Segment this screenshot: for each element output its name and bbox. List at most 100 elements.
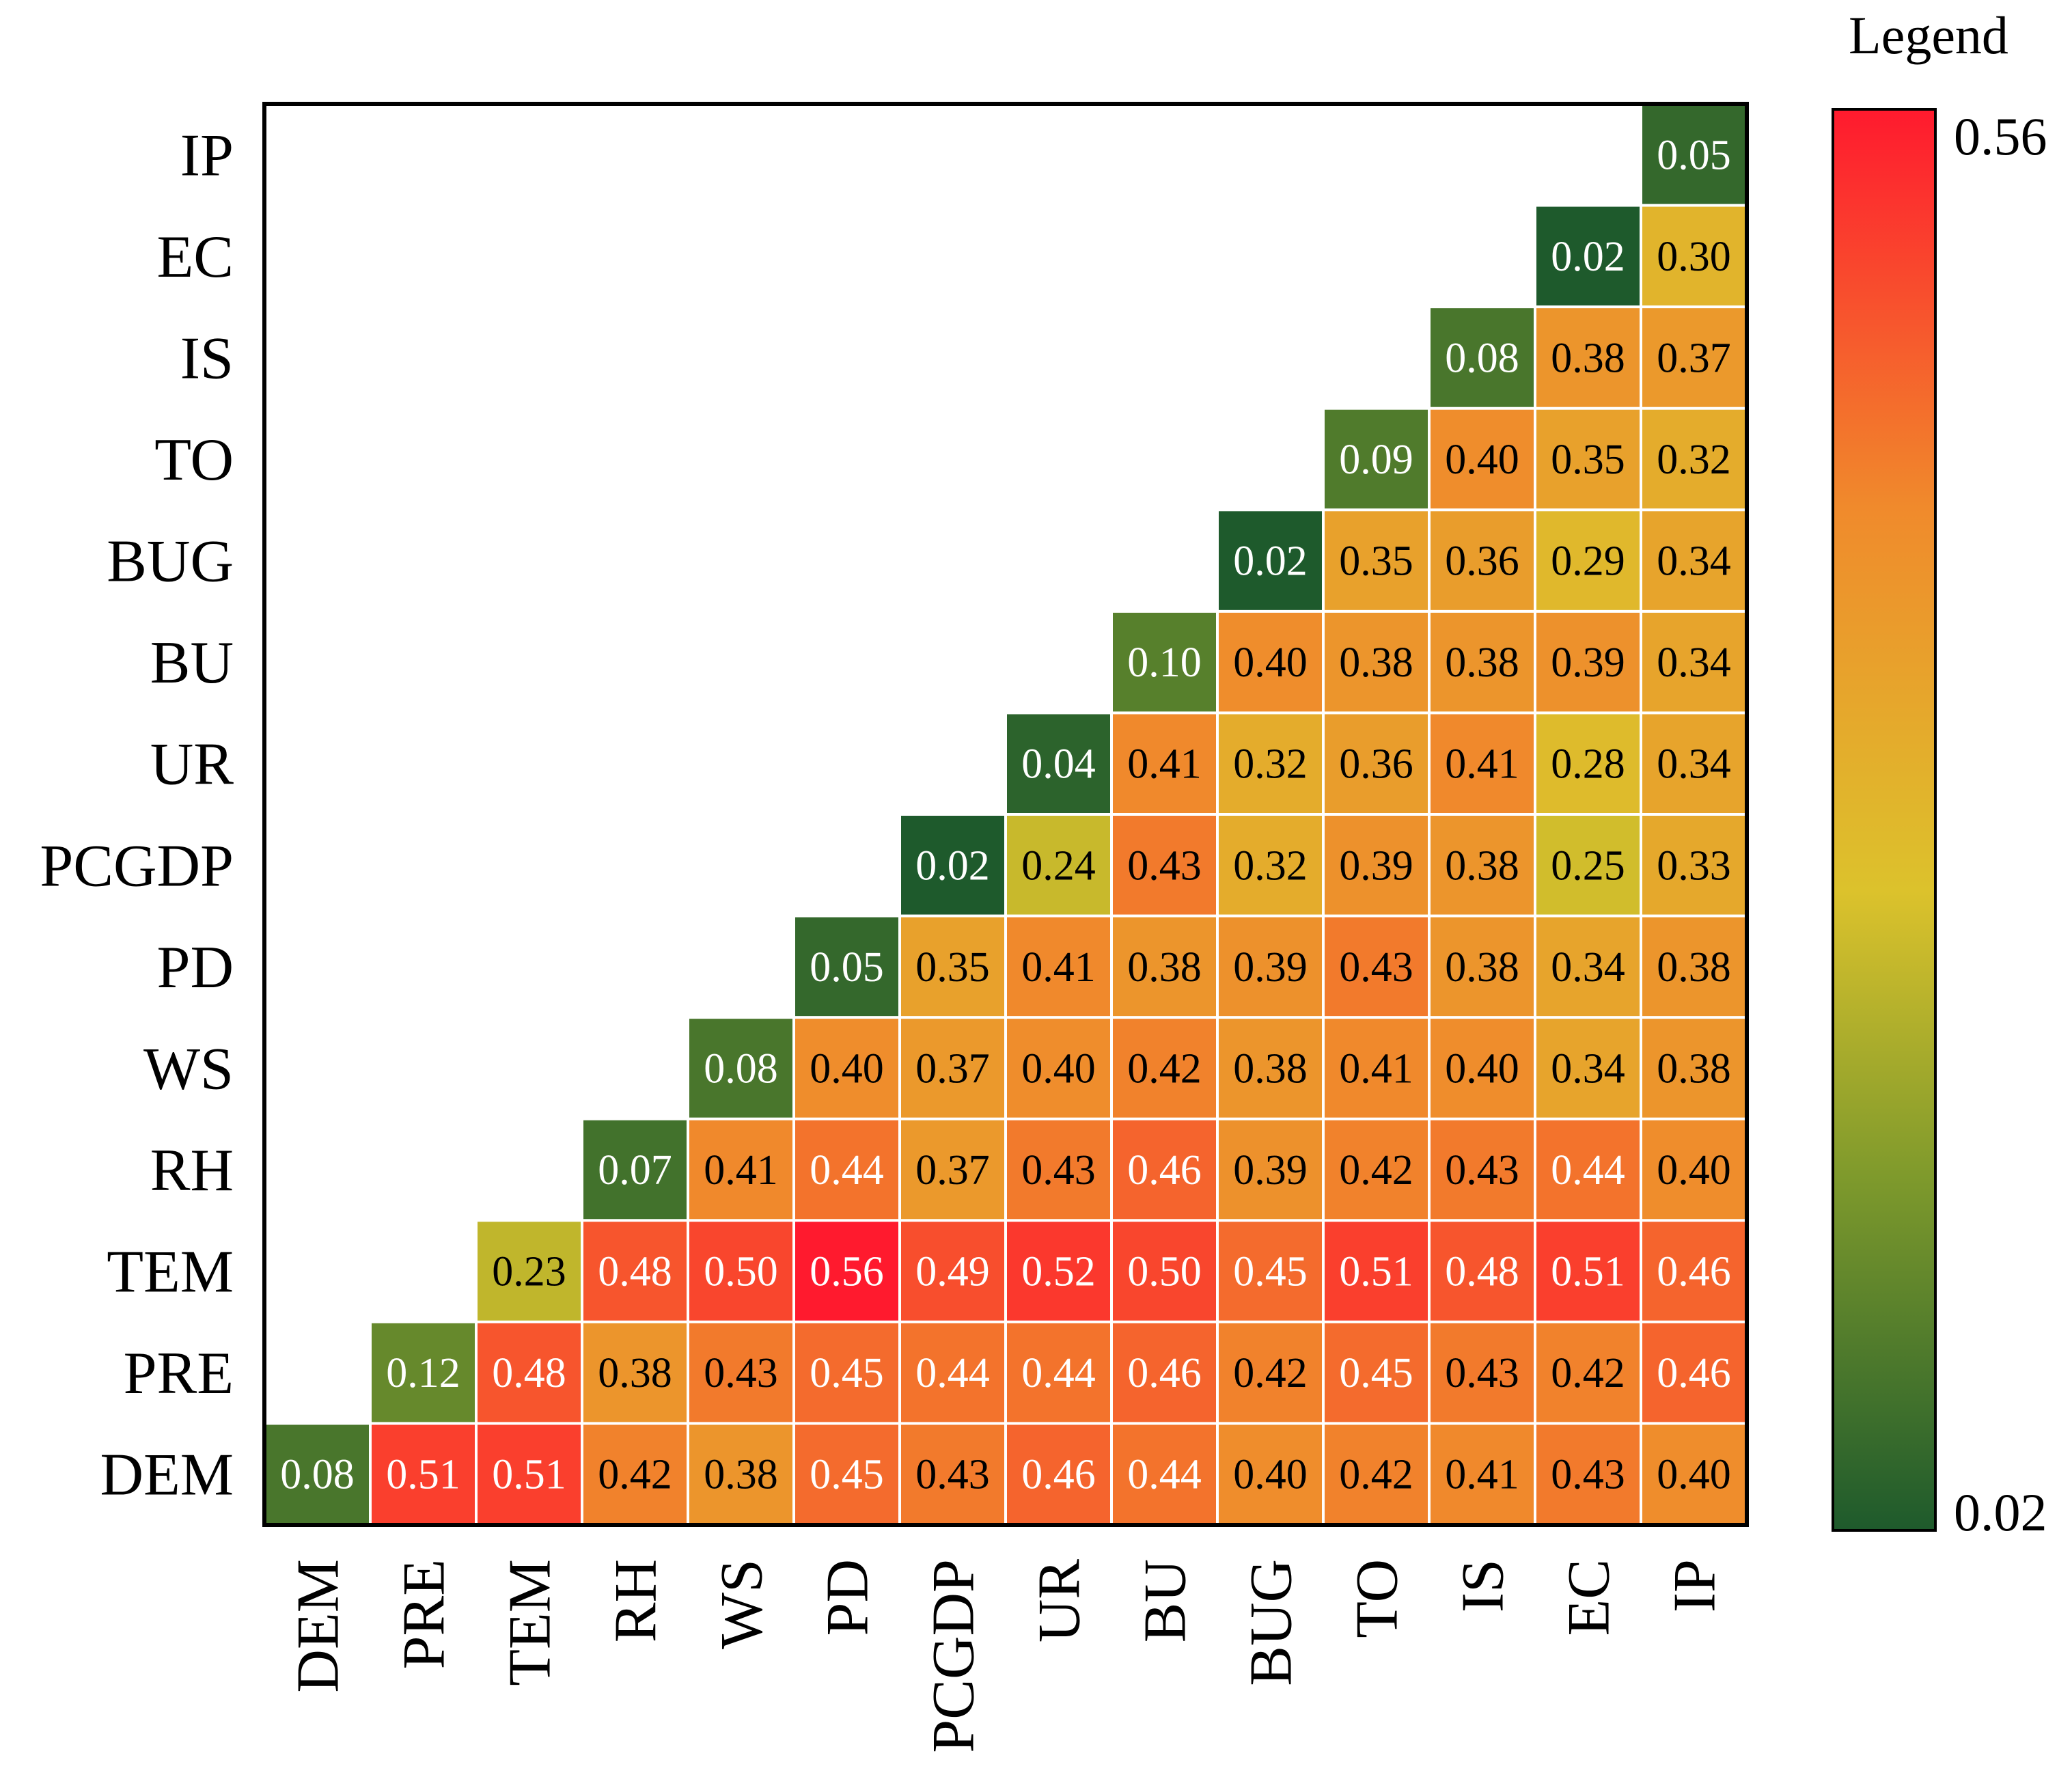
heatmap-cell <box>1431 1120 1534 1220</box>
heatmap-cell <box>372 1424 475 1524</box>
heatmap-cell-label: 0.35 <box>1551 437 1625 483</box>
heatmap-cell <box>583 1323 687 1422</box>
heatmap-cell-label: 0.38 <box>1339 639 1413 686</box>
heatmap-cell-label: 0.45 <box>810 1452 884 1498</box>
heatmap-cell-label: 0.38 <box>1657 944 1731 991</box>
heatmap-cell <box>1007 714 1110 813</box>
x-tick-label: TEM <box>497 1559 564 1686</box>
heatmap-cell-label: 0.38 <box>704 1452 778 1498</box>
y-tick-label: IS <box>180 325 234 391</box>
heatmap-cell <box>1325 511 1428 610</box>
heatmap-cell <box>1536 511 1640 610</box>
heatmap-cell <box>1431 612 1534 712</box>
heatmap-cell-label: 0.44 <box>1021 1350 1096 1396</box>
heatmap-cell-label: 0.41 <box>704 1147 778 1194</box>
heatmap-cell-label: 0.41 <box>1021 944 1096 991</box>
heatmap-cell <box>1536 1424 1640 1524</box>
heatmap-cell <box>1431 511 1534 610</box>
heatmap-cell-label: 0.42 <box>1233 1350 1308 1396</box>
y-tick-label: BU <box>150 630 234 696</box>
heatmap-cell-label: 0.46 <box>1127 1350 1202 1396</box>
heatmap-cell <box>1007 816 1110 915</box>
y-tick-label: PRE <box>124 1340 234 1407</box>
heatmap-cell <box>1431 409 1534 509</box>
x-tick-label: EC <box>1556 1559 1622 1636</box>
heatmap-cell-label: 0.42 <box>598 1452 672 1498</box>
heatmap-cell-label: 0.42 <box>1127 1045 1202 1092</box>
heatmap-cell <box>1007 1424 1110 1524</box>
y-tick-label: PCGDP <box>40 833 234 899</box>
heatmap-cell <box>1642 714 1745 813</box>
heatmap-cell-label: 0.41 <box>1339 1045 1413 1092</box>
heatmap-cell <box>689 1424 792 1524</box>
heatmap-cell-label: 0.43 <box>1339 944 1413 991</box>
heatmap-cell-label: 0.42 <box>1339 1452 1413 1498</box>
heatmap-cell-label: 0.35 <box>1339 538 1413 585</box>
heatmap-cell-label: 0.41 <box>1127 741 1202 788</box>
color-legend: Legend 0.56 0.02 <box>1832 5 2047 1542</box>
heatmap-cell-label: 0.32 <box>1233 842 1308 889</box>
heatmap-cell-label: 0.48 <box>1445 1249 1519 1295</box>
heatmap-cell-label: 0.50 <box>704 1249 778 1295</box>
heatmap-cell <box>1325 1019 1428 1118</box>
y-tick-label: RH <box>150 1138 234 1204</box>
heatmap-cell-label: 0.29 <box>1551 538 1625 585</box>
heatmap-cell-label: 0.34 <box>1657 741 1731 788</box>
heatmap-cell-label: 0.56 <box>810 1249 884 1295</box>
heatmap-cell-label: 0.40 <box>1021 1045 1096 1092</box>
heatmap-cell-label: 0.38 <box>598 1350 672 1396</box>
y-axis-tick-labels: DEM PRE TEM RH WS PD PCGDP UR BU BUG TO IS EC IP <box>40 122 234 1508</box>
heatmap-cell-label: 0.42 <box>1551 1350 1625 1396</box>
heatmap-cell <box>1113 816 1216 915</box>
heatmap-cell-label: 0.05 <box>1657 132 1731 178</box>
heatmap-cell <box>901 1323 1004 1422</box>
heatmap-cell-label: 0.46 <box>1657 1249 1731 1295</box>
heatmap-cell <box>901 816 1004 915</box>
heatmap-cell <box>1325 714 1428 813</box>
heatmap-cell <box>1219 714 1322 813</box>
heatmap-cell <box>689 1222 792 1321</box>
heatmap-cell-label: 0.32 <box>1657 437 1731 483</box>
heatmap-cell-label: 0.43 <box>1445 1350 1519 1396</box>
heatmap-cell-label: 0.12 <box>386 1350 460 1396</box>
heatmap-cell <box>795 1323 898 1422</box>
heatmap-cell <box>689 1019 792 1118</box>
heatmap-cell-label: 0.46 <box>1127 1147 1202 1194</box>
x-tick-label: IS <box>1450 1559 1517 1612</box>
heatmap-cell-label: 0.02 <box>1233 538 1308 585</box>
heatmap-cell-label: 0.46 <box>1021 1452 1096 1498</box>
heatmap-cell-label: 0.45 <box>1339 1350 1413 1396</box>
legend-colorbar <box>1832 108 1937 1532</box>
heatmap-cell <box>1325 1222 1428 1321</box>
heatmap-cell <box>583 1120 687 1220</box>
heatmap-cell-label: 0.10 <box>1127 639 1202 686</box>
heatmap-cell-label: 0.51 <box>1339 1249 1413 1295</box>
heatmap-cell <box>1113 1323 1216 1422</box>
heatmap-cell <box>1325 1323 1428 1422</box>
heatmap-cell <box>372 1323 475 1422</box>
heatmap-cell-label: 0.37 <box>915 1045 990 1092</box>
heatmap-cell-label: 0.37 <box>915 1147 990 1194</box>
heatmap-cell-label: 0.40 <box>1445 1045 1519 1092</box>
heatmap-cell-label: 0.35 <box>915 944 990 991</box>
heatmap-cell <box>901 1424 1004 1524</box>
heatmap-cell-label: 0.50 <box>1127 1249 1202 1295</box>
heatmap-cell <box>1007 1222 1110 1321</box>
y-tick-label: PD <box>157 935 234 1001</box>
heatmap-cell-label: 0.45 <box>1233 1249 1308 1295</box>
heatmap-cell-label: 0.24 <box>1021 842 1096 889</box>
heatmap-cell <box>1219 1222 1322 1321</box>
x-tick-label: UR <box>1027 1559 1093 1643</box>
heatmap-cell <box>1431 917 1534 1017</box>
heatmap-cell <box>478 1222 581 1321</box>
heatmap-cell-label: 0.32 <box>1233 741 1308 788</box>
heatmap-cell <box>1431 1424 1534 1524</box>
heatmap-cell-label: 0.34 <box>1551 1045 1625 1092</box>
heatmap-cell-label: 0.34 <box>1551 944 1625 991</box>
heatmap-cell <box>689 1120 792 1220</box>
heatmap-cell <box>1219 1323 1322 1422</box>
y-tick-label: BUG <box>107 529 234 595</box>
heatmap-cell-label: 0.38 <box>1551 335 1625 381</box>
heatmap-cell <box>1325 917 1428 1017</box>
